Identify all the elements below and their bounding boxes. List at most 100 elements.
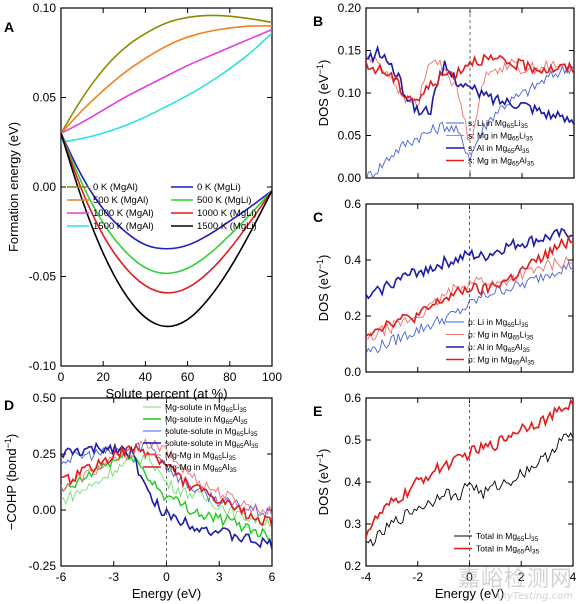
x-tick-label: 0 bbox=[58, 370, 65, 384]
panel-letter-a: A bbox=[4, 19, 14, 35]
x-tick-label: 0 bbox=[163, 570, 170, 584]
y-axis-label: DOS (eV−1) bbox=[315, 255, 331, 322]
legend-label: p: Mg in Mg65Li35 bbox=[468, 330, 534, 342]
series-line bbox=[366, 55, 574, 141]
series-line bbox=[366, 398, 573, 538]
x-tick-label: -4 bbox=[361, 570, 372, 584]
series-line bbox=[61, 442, 272, 518]
legend-label: 500 K (MgAl) bbox=[93, 195, 148, 206]
series-group bbox=[61, 14, 272, 328]
x-tick-label: 3 bbox=[216, 570, 223, 584]
y-tick-label: 0.50 bbox=[33, 391, 57, 405]
x-tick-label: 100 bbox=[262, 370, 282, 384]
legend-label: s: Li in Mg65Li35 bbox=[468, 118, 528, 130]
y-tick-label: 0.25 bbox=[33, 447, 57, 461]
series-group bbox=[61, 437, 272, 550]
y-tick-label: -0.10 bbox=[29, 359, 57, 373]
x-tick-label: 4 bbox=[570, 570, 577, 584]
series-line bbox=[366, 227, 573, 300]
series-line bbox=[61, 442, 272, 528]
panel-b: B 0.00 0.05 0.10 0.15 0.20 DOS (eV−1) s: Li in … bbox=[313, 1, 575, 185]
series-line bbox=[61, 132, 272, 250]
legend-label: 1500 K (MgLi) bbox=[197, 221, 257, 232]
y-tick-label: 0.2 bbox=[344, 559, 361, 573]
legend-label: Mg-solute in Mg65Li35 bbox=[165, 402, 247, 414]
panel-c: C 0.0 0.2 0.4 0.6 DOS (eV−1) p: Li in Mg65Li35… bbox=[313, 197, 574, 379]
series-line bbox=[366, 255, 573, 341]
series-line bbox=[366, 53, 574, 102]
y-tick-label: 0.2 bbox=[344, 309, 361, 323]
series-line bbox=[61, 14, 272, 134]
legend-label: solute-solute in Mg65Al35 bbox=[165, 438, 259, 450]
y-axis-label: DOS (eV−1) bbox=[315, 60, 331, 127]
panel-e: E 0.2 0.3 0.4 0.5 0.6 -4 -2 0 2 4 Energy (eV) DOS (e… bbox=[313, 391, 577, 601]
x-tick-label: 6 bbox=[269, 570, 276, 584]
watermark: 嘉峪检测网 AnyTesting.com bbox=[458, 569, 573, 602]
y-axis-label: Formation energy (eV) bbox=[6, 122, 21, 252]
series-line bbox=[61, 133, 272, 328]
legend-label: solute-solute in Mg65Li35 bbox=[165, 426, 258, 438]
y-tick-label: 0.10 bbox=[338, 86, 362, 100]
x-tick-label: -6 bbox=[56, 570, 67, 584]
legend-label: 1000 K (MgAl) bbox=[93, 208, 154, 219]
legend-label: 0 K (MgLi) bbox=[197, 182, 241, 193]
watermark-en: AnyTesting.com bbox=[493, 591, 573, 602]
legend-label: Mg-Mg in Mg65Al35 bbox=[165, 462, 237, 474]
legend-label: s: Al in Mg65Al35 bbox=[468, 143, 530, 155]
x-tick-label: 40 bbox=[139, 370, 153, 384]
x-axis-label: Solute percent (at %) bbox=[105, 386, 227, 401]
x-axis-label: Energy (eV) bbox=[132, 586, 201, 601]
panel-d: D -0.25 0.00 0.25 0.50 -6 -3 0 3 6 Energy (eV) −COH… bbox=[3, 391, 276, 601]
x-tick-label: 60 bbox=[181, 370, 195, 384]
series-line bbox=[61, 133, 272, 294]
legend-label: p: Li in Mg65Li35 bbox=[468, 317, 529, 329]
y-tick-label: 0.6 bbox=[344, 391, 361, 405]
series-line bbox=[61, 132, 272, 275]
panel-letter-c: C bbox=[313, 209, 323, 225]
panel-letter-d: D bbox=[4, 397, 14, 413]
series-line bbox=[366, 431, 573, 547]
series-line bbox=[61, 441, 272, 550]
y-tick-label: 0.05 bbox=[338, 129, 362, 143]
series-line bbox=[61, 28, 272, 135]
series-line bbox=[366, 44, 574, 126]
series-line bbox=[61, 437, 272, 517]
legend-label: Total in Mg65Li35 bbox=[476, 531, 539, 543]
series-line bbox=[61, 25, 272, 134]
legend-label: 500 K (MgLi) bbox=[197, 195, 251, 206]
series-group bbox=[366, 227, 573, 355]
watermark-zh: 嘉峪检测网 bbox=[457, 567, 573, 592]
legend-label: Mg-Mg in Mg65Li35 bbox=[165, 450, 236, 462]
panel-letter-e: E bbox=[313, 403, 322, 419]
series-line bbox=[61, 32, 272, 144]
legend-label: s: Mg in Mg65Li35 bbox=[468, 131, 533, 143]
legend-label: 1000 K (MgLi) bbox=[197, 208, 257, 219]
legend-label: 1500 K (MgAl) bbox=[93, 221, 154, 232]
x-tick-label: 2 bbox=[518, 570, 525, 584]
y-tick-label: 0.20 bbox=[338, 1, 362, 15]
series-group bbox=[366, 44, 574, 178]
x-tick-label: -2 bbox=[412, 570, 423, 584]
series-line bbox=[61, 450, 272, 528]
legend-label: p: Mg in Mg65Al35 bbox=[468, 355, 535, 367]
y-tick-label: 0.4 bbox=[344, 253, 361, 267]
y-tick-label: -0.25 bbox=[29, 559, 57, 573]
y-axis-label: −COHP (bond−1) bbox=[3, 434, 19, 530]
y-tick-label: 0.00 bbox=[33, 503, 57, 517]
legend-label: s: Mg in Mg65Al35 bbox=[468, 156, 534, 168]
y-tick-label: 0.00 bbox=[338, 171, 362, 185]
legend-label: Total in Mg65Al35 bbox=[476, 544, 540, 556]
y-tick-label: 0.3 bbox=[344, 517, 361, 531]
series-group bbox=[366, 398, 573, 547]
legend-label: p: Al in Mg65Al35 bbox=[468, 342, 530, 354]
x-axis-label: Energy (eV) bbox=[435, 586, 504, 601]
x-tick-label: 0 bbox=[466, 570, 473, 584]
series-line bbox=[366, 64, 574, 178]
y-tick-label: 0.0 bbox=[344, 365, 361, 379]
panel-a: A -0.10 -0.05 0.00 0.05 0.10 0 20 40 60 80 100 Solut… bbox=[4, 1, 282, 401]
y-tick-label: 0.5 bbox=[344, 433, 361, 447]
x-tick-label: 80 bbox=[223, 370, 237, 384]
y-tick-label: 0.05 bbox=[33, 91, 57, 105]
legend-label: 0 K (MgAl) bbox=[93, 182, 138, 193]
